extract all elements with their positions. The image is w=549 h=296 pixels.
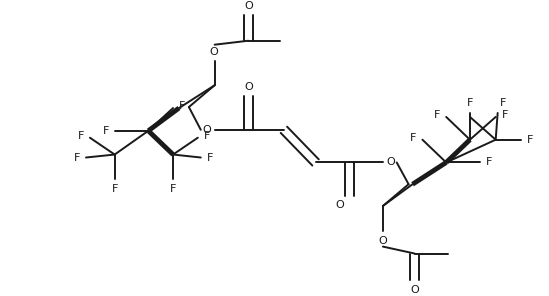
Text: F: F	[204, 131, 210, 141]
Text: F: F	[467, 98, 473, 108]
Text: F: F	[206, 152, 213, 163]
Text: O: O	[244, 1, 253, 11]
Text: F: F	[103, 126, 109, 136]
Text: O: O	[203, 125, 211, 135]
Text: F: F	[527, 135, 534, 145]
Text: F: F	[485, 157, 492, 168]
Text: F: F	[78, 131, 84, 141]
Text: O: O	[209, 47, 218, 57]
Text: F: F	[434, 110, 440, 120]
Text: F: F	[179, 101, 185, 111]
Text: F: F	[170, 184, 176, 194]
Text: F: F	[111, 184, 118, 194]
Text: F: F	[500, 98, 506, 108]
Text: O: O	[386, 157, 395, 168]
Text: O: O	[378, 236, 387, 246]
Text: O: O	[335, 200, 344, 210]
Text: O: O	[244, 82, 253, 92]
Text: F: F	[74, 152, 80, 163]
Text: F: F	[410, 133, 417, 143]
Text: O: O	[410, 285, 419, 295]
Text: F: F	[501, 110, 508, 120]
